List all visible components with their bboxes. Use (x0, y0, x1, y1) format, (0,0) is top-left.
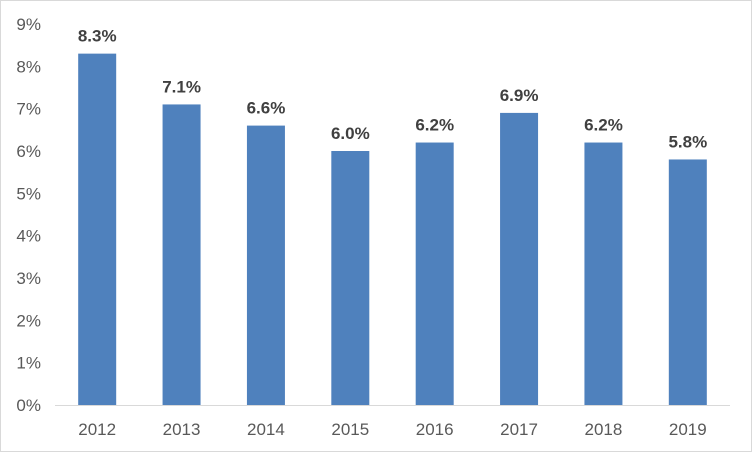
data-label: 6.2% (415, 116, 454, 135)
x-tick-label: 2017 (500, 420, 538, 439)
y-tick-label: 8% (16, 57, 41, 76)
data-label: 6.6% (247, 99, 286, 118)
x-tick-label: 2014 (247, 420, 285, 439)
x-tick-label: 2019 (669, 420, 707, 439)
data-label: 5.8% (668, 132, 707, 151)
x-axis: 2012 2013 2014 2015 2016 2017 2018 2019 (78, 420, 706, 439)
bar-2019 (668, 159, 707, 405)
bar-2013 (162, 104, 201, 405)
bar-2015 (331, 151, 370, 405)
y-tick-label: 4% (16, 227, 41, 246)
y-tick-label: 6% (16, 142, 41, 161)
y-tick-label: 3% (16, 269, 41, 288)
bar-2014 (246, 125, 285, 405)
x-tick-label: 2012 (78, 420, 116, 439)
bar-2017 (500, 112, 539, 406)
x-tick-label: 2018 (585, 420, 623, 439)
y-tick-label: 9% (16, 15, 41, 34)
data-label: 6.9% (500, 86, 539, 105)
y-axis: 0% 1% 2% 3% 4% 5% 6% 7% 8% 9% (16, 15, 41, 415)
bar-2016 (415, 142, 454, 406)
x-tick-label: 2013 (163, 420, 201, 439)
data-label: 8.3% (78, 27, 117, 46)
data-label: 7.1% (162, 77, 201, 96)
x-tick-label: 2016 (416, 420, 454, 439)
x-tick-label: 2015 (331, 420, 369, 439)
y-tick-label: 2% (16, 311, 41, 330)
bars: 8.3% 7.1% 6.6% 6.0% 6.2% 6.9% 6.2% 5.8% (55, 27, 730, 406)
bar-2012 (78, 53, 117, 406)
y-tick-label: 0% (16, 396, 41, 415)
y-tick-label: 5% (16, 184, 41, 203)
data-label: 6.0% (331, 124, 370, 143)
bar-2018 (584, 142, 623, 406)
y-tick-label: 7% (16, 100, 41, 119)
data-label: 6.2% (584, 116, 623, 135)
y-tick-label: 1% (16, 354, 41, 373)
